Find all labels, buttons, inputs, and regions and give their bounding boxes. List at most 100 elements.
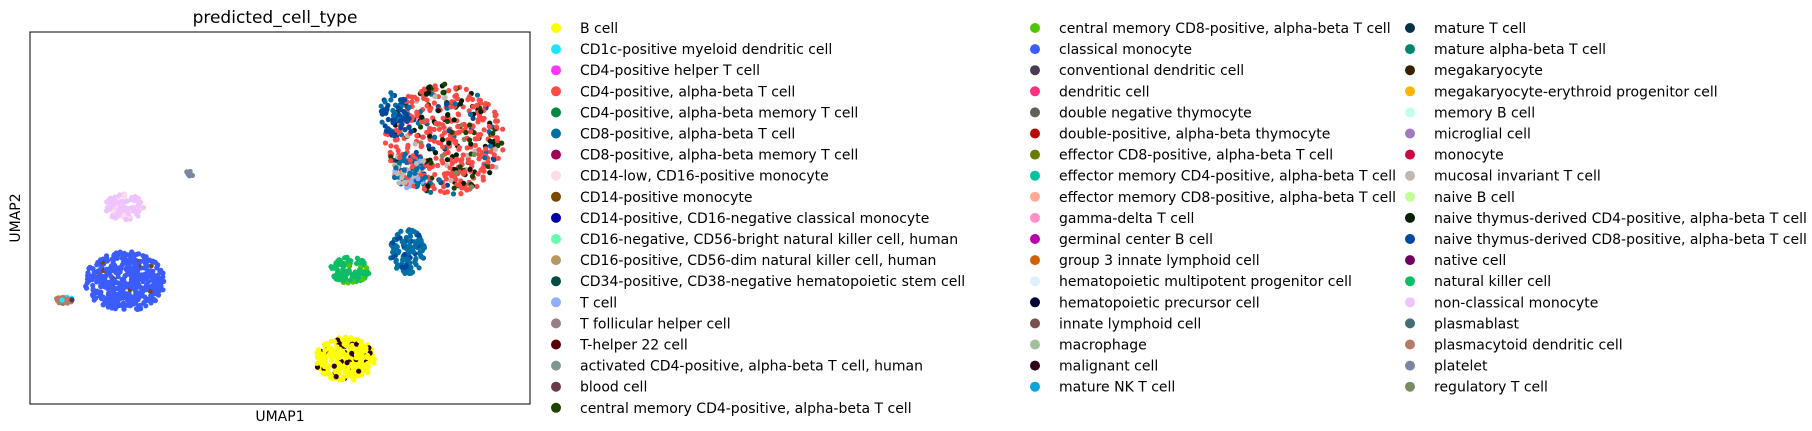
data-point bbox=[402, 127, 408, 133]
data-point bbox=[470, 104, 476, 110]
legend-marker bbox=[1030, 149, 1040, 160]
data-point bbox=[426, 85, 432, 91]
data-point bbox=[364, 352, 371, 358]
data-point bbox=[461, 180, 467, 186]
data-point bbox=[349, 373, 355, 379]
data-point bbox=[348, 335, 354, 341]
data-point bbox=[456, 145, 462, 151]
data-point bbox=[406, 124, 412, 130]
legend-label: gamma-delta T cell bbox=[1059, 211, 1194, 227]
data-point bbox=[467, 166, 473, 172]
data-point bbox=[145, 297, 151, 303]
legend-marker bbox=[1030, 360, 1040, 371]
legend-label: mature T cell bbox=[1434, 21, 1526, 37]
data-point bbox=[407, 230, 413, 236]
data-point bbox=[365, 370, 371, 376]
legend-label: germinal center B cell bbox=[1059, 232, 1213, 248]
data-point bbox=[120, 300, 126, 306]
data-point bbox=[452, 101, 458, 107]
data-point bbox=[111, 265, 117, 271]
data-point bbox=[365, 360, 371, 367]
data-point bbox=[440, 122, 446, 128]
data-point bbox=[103, 266, 109, 272]
data-point bbox=[114, 210, 121, 216]
data-point bbox=[382, 123, 388, 129]
data-point bbox=[87, 264, 93, 270]
data-point bbox=[64, 300, 70, 306]
data-point bbox=[397, 154, 403, 160]
legend-marker bbox=[551, 381, 561, 392]
data-point bbox=[356, 368, 362, 374]
data-point bbox=[442, 81, 448, 87]
data-point bbox=[435, 108, 441, 114]
data-point bbox=[500, 126, 506, 132]
data-point bbox=[464, 145, 470, 151]
data-point bbox=[336, 354, 343, 361]
data-point bbox=[94, 279, 100, 285]
legend-marker bbox=[551, 191, 561, 202]
data-point bbox=[402, 251, 408, 258]
data-point bbox=[333, 276, 339, 282]
data-point bbox=[483, 146, 489, 152]
data-point bbox=[91, 297, 97, 303]
legend-marker bbox=[1030, 255, 1040, 266]
data-point bbox=[382, 99, 388, 105]
data-point bbox=[399, 175, 405, 181]
data-point bbox=[342, 352, 348, 358]
data-point bbox=[123, 258, 129, 264]
data-point bbox=[342, 369, 348, 375]
legend-marker bbox=[1030, 107, 1040, 118]
legend-marker bbox=[551, 128, 561, 139]
data-point bbox=[451, 185, 457, 191]
data-point bbox=[130, 204, 136, 211]
legend-marker bbox=[551, 23, 561, 33]
legend-marker bbox=[1405, 234, 1415, 244]
legend-label: plasmablast bbox=[1434, 316, 1520, 332]
data-point bbox=[396, 180, 402, 186]
legend-marker bbox=[1030, 339, 1040, 350]
data-point bbox=[357, 271, 363, 277]
data-point bbox=[487, 170, 493, 176]
data-point bbox=[397, 97, 404, 103]
data-point bbox=[418, 119, 425, 125]
data-point bbox=[119, 276, 125, 283]
legend-label: plasmacytoid dendritic cell bbox=[1434, 338, 1623, 354]
data-point bbox=[426, 143, 432, 149]
data-point bbox=[389, 92, 395, 98]
data-point bbox=[451, 117, 457, 123]
data-point bbox=[133, 300, 139, 306]
data-point bbox=[493, 118, 499, 124]
data-point bbox=[381, 107, 387, 113]
legend-label: native cell bbox=[1434, 253, 1506, 269]
legend-label: hematopoietic multipotent progenitor cel… bbox=[1059, 274, 1352, 290]
legend-marker bbox=[551, 339, 561, 350]
data-point bbox=[397, 107, 403, 113]
legend-marker bbox=[1405, 149, 1415, 160]
legend-label: hematopoietic precursor cell bbox=[1059, 295, 1260, 311]
data-point bbox=[490, 130, 496, 136]
legend-label: group 3 innate lymphoid cell bbox=[1059, 253, 1260, 269]
data-point bbox=[485, 163, 491, 169]
data-point bbox=[139, 272, 145, 278]
data-point bbox=[147, 257, 153, 263]
data-point bbox=[448, 177, 454, 184]
data-point bbox=[103, 253, 110, 259]
data-point bbox=[360, 367, 366, 373]
legend-marker bbox=[1030, 297, 1040, 308]
data-point bbox=[392, 137, 398, 143]
data-point bbox=[472, 142, 478, 148]
legend-label: naive thymus-derived CD8-positive, alpha… bbox=[1434, 232, 1807, 248]
data-point bbox=[443, 101, 450, 107]
data-point bbox=[398, 124, 404, 131]
data-point bbox=[453, 170, 459, 176]
legend-label: activated CD4-positive, alpha-beta T cel… bbox=[580, 359, 923, 375]
data-point bbox=[454, 96, 461, 102]
data-point bbox=[412, 239, 418, 245]
data-point bbox=[425, 183, 431, 189]
data-point bbox=[106, 290, 112, 296]
data-point bbox=[385, 102, 391, 109]
data-point bbox=[424, 103, 430, 109]
data-point bbox=[141, 300, 147, 306]
legend-label: CD34-positive, CD38-negative hematopoiet… bbox=[580, 274, 965, 290]
